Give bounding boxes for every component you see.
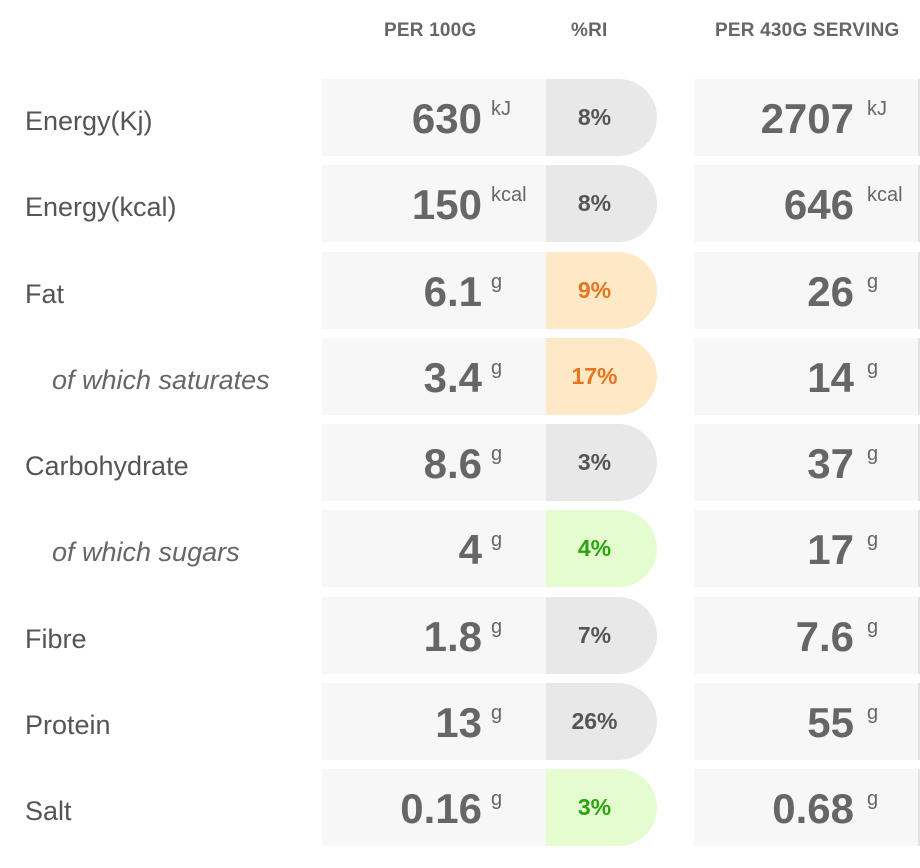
per-serving-value: 0.68: [772, 785, 854, 833]
nutrient-label: of which sugars: [52, 537, 240, 568]
per-serving-value: 2707: [760, 95, 854, 142]
cell-edge: [918, 683, 920, 761]
per-serving-cell: [694, 251, 920, 329]
per-serving-cell: [694, 769, 920, 847]
per-100g-unit: g: [491, 356, 503, 379]
header-per-serving: PER 430G SERVING: [715, 20, 900, 41]
per-100g-unit: g: [491, 443, 503, 466]
ri-badge: 26%: [546, 683, 657, 761]
nutrition-row: Fibre 7% 1.8 g 7.6 g: [0, 596, 920, 674]
per-100g-value: 1.8: [423, 612, 482, 660]
per-100g-cell: [322, 79, 557, 156]
per-serving-value: 14: [807, 353, 854, 401]
nutrient-label: Energy(kcal): [25, 192, 177, 223]
ri-badge: 8%: [546, 79, 657, 156]
ri-badge: 8%: [546, 165, 657, 243]
per-serving-cell: [694, 424, 920, 502]
per-100g-unit: g: [491, 529, 503, 552]
nutrient-label: of which saturates: [52, 364, 270, 395]
per-100g-cell: [322, 165, 557, 243]
per-100g-unit: g: [491, 270, 503, 293]
cell-edge: [918, 510, 920, 588]
per-serving-cell: [694, 337, 920, 415]
per-100g-cell: [322, 769, 557, 847]
per-100g-unit: g: [491, 702, 503, 725]
per-100g-value: 0.16: [400, 785, 482, 833]
nutrition-row: Salt 3% 0.16 g 0.68 g: [0, 769, 920, 847]
cell-edge: [918, 251, 920, 329]
per-100g-unit: g: [491, 615, 503, 638]
nutrition-row: Protein 26% 13 g 55 g: [0, 683, 920, 761]
per-100g-value: 150: [411, 181, 482, 229]
ri-badge: 7%: [546, 596, 657, 674]
header-per-100g: PER 100G: [384, 20, 477, 41]
per-100g-cell: [322, 510, 557, 588]
per-100g-value: 4: [458, 526, 482, 574]
ri-badge: 17%: [546, 337, 657, 415]
nutrient-label: Carbohydrate: [25, 451, 189, 482]
cell-edge: [918, 769, 920, 847]
nutrient-label: Salt: [25, 796, 72, 827]
per-serving-unit: kJ: [867, 98, 887, 120]
per-100g-cell: [322, 337, 557, 415]
header-ri: %RI: [571, 20, 608, 41]
nutrition-row: of which saturates 17% 3.4 g 14 g: [0, 337, 920, 415]
nutrient-label: Fibre: [25, 623, 87, 654]
per-100g-value: 3.4: [423, 353, 482, 401]
nutrition-row: Energy(kcal) 8% 150 kcal 646 kcal: [0, 165, 920, 243]
per-serving-unit: g: [867, 270, 879, 293]
per-100g-unit: kcal: [491, 184, 527, 207]
per-100g-unit: g: [491, 788, 503, 811]
cell-edge: [918, 79, 920, 156]
per-serving-value: 17: [807, 526, 854, 574]
per-serving-value: 26: [807, 267, 854, 315]
per-serving-cell: [694, 683, 920, 761]
per-serving-unit: g: [867, 443, 879, 466]
nutrition-row: Carbohydrate 3% 8.6 g 37 g: [0, 424, 920, 502]
cell-edge: [918, 337, 920, 415]
ri-badge: 4%: [546, 510, 657, 588]
per-serving-value: 646: [783, 181, 854, 229]
nutrition-table: Energy(Kj) 8% 630 kJ 2707 kJ Energy(kcal…: [0, 79, 920, 856]
per-serving-unit: kcal: [867, 184, 903, 207]
per-100g-cell: [322, 683, 557, 761]
per-100g-value: 630: [411, 95, 482, 142]
per-serving-cell: [694, 165, 920, 243]
per-100g-cell: [322, 596, 557, 674]
nutrition-row: Fat 9% 6.1 g 26 g: [0, 251, 920, 329]
cell-edge: [918, 165, 920, 243]
per-100g-cell: [322, 251, 557, 329]
per-serving-value: 37: [807, 440, 854, 488]
per-serving-cell: [694, 79, 920, 156]
per-serving-unit: g: [867, 615, 879, 638]
cell-edge: [918, 424, 920, 502]
nutrient-label: Fat: [25, 278, 65, 309]
nutrient-label: Energy(Kj): [25, 106, 153, 136]
per-100g-value: 6.1: [423, 267, 482, 315]
ri-badge: 3%: [546, 769, 657, 847]
nutrient-label: Protein: [25, 710, 111, 741]
nutrition-row: Energy(Kj) 8% 630 kJ 2707 kJ: [0, 79, 920, 156]
per-serving-unit: g: [867, 356, 879, 379]
per-100g-unit: kJ: [491, 98, 511, 120]
per-serving-value: 55: [807, 699, 854, 747]
ri-badge: 9%: [546, 251, 657, 329]
per-serving-cell: [694, 510, 920, 588]
per-100g-cell: [322, 424, 557, 502]
per-serving-unit: g: [867, 702, 879, 725]
per-100g-value: 13: [435, 699, 482, 747]
per-serving-unit: g: [867, 529, 879, 552]
per-100g-value: 8.6: [423, 440, 482, 488]
per-serving-value: 7.6: [795, 612, 854, 660]
per-serving-cell: [694, 596, 920, 674]
ri-badge: 3%: [546, 424, 657, 502]
per-serving-unit: g: [867, 788, 879, 811]
nutrition-row: of which sugars 4% 4 g 17 g: [0, 510, 920, 588]
cell-edge: [918, 596, 920, 674]
